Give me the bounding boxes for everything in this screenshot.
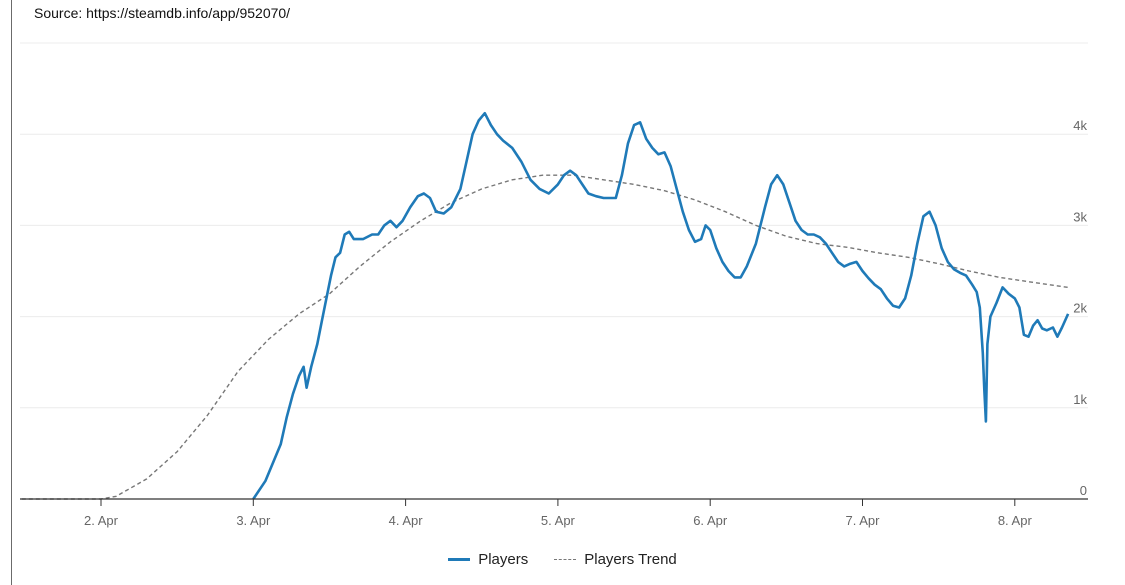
y-tick-label: 2k [1073, 301, 1087, 316]
x-tick-label: 4. Apr [389, 513, 424, 528]
y-tick-label: 1k [1073, 392, 1087, 407]
players-series [252, 111, 1070, 500]
trend-series [21, 174, 1069, 500]
legend-swatch-players [448, 558, 471, 561]
x-axis [20, 498, 1088, 506]
left-border-line [11, 0, 12, 585]
x-tick-label: 6. Apr [693, 513, 728, 528]
x-tick-label: 2. Apr [84, 513, 119, 528]
y-axis-labels: 0 1k 2k 3k 4k [1073, 118, 1087, 498]
source-caption: Source: https://steamdb.info/app/952070/ [34, 5, 291, 21]
legend-item-players-trend[interactable]: Players Trend [554, 551, 677, 568]
legend-item-players[interactable]: Players [448, 551, 528, 568]
x-tick-label: 8. Apr [998, 513, 1033, 528]
x-tick-label: 5. Apr [541, 513, 576, 528]
y-tick-label: 0 [1080, 483, 1087, 498]
x-axis-labels: 2. Apr 3. Apr 4. Apr 5. Apr 6. Apr 7. Apr 8. A… [84, 513, 1032, 528]
legend-label-players: Players [478, 551, 529, 568]
legend-swatch-trend [554, 559, 577, 560]
x-tick-label: 7. Apr [846, 513, 881, 528]
legend: Players Players Trend [0, 551, 1125, 568]
y-tick-label: 4k [1073, 118, 1087, 133]
x-tick-label: 3. Apr [236, 513, 271, 528]
trend-line [21, 174, 1069, 500]
gridlines [20, 42, 1088, 409]
y-tick-label: 3k [1073, 209, 1087, 224]
legend-label-players-trend: Players Trend [584, 551, 677, 568]
players-line [252, 111, 1070, 500]
